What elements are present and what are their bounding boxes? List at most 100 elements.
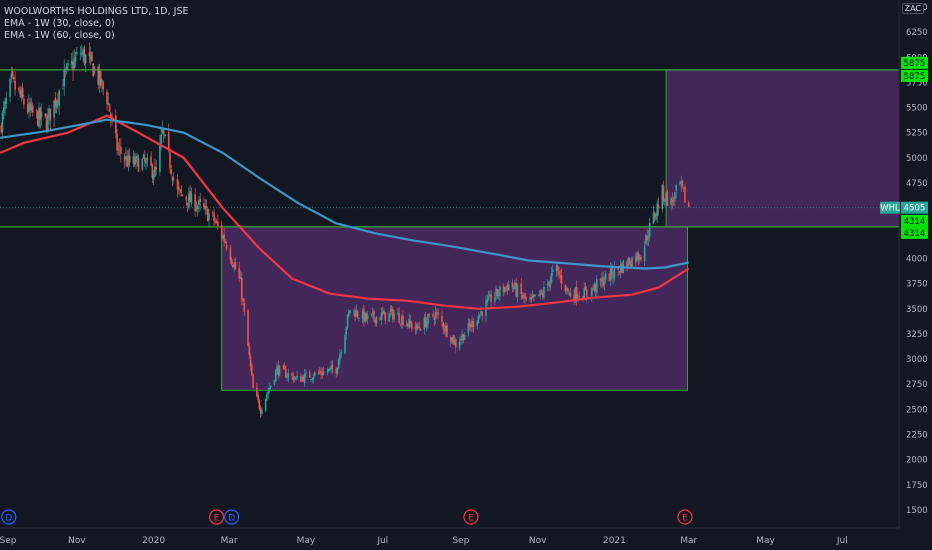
earnings-marker[interactable]: E	[208, 509, 225, 525]
price-tick-label: 5500	[906, 104, 928, 114]
candle-body	[62, 88, 64, 90]
candle-body	[497, 294, 500, 297]
candle-body	[110, 114, 112, 119]
price-tick-label: 3000	[906, 355, 928, 365]
candle-body	[293, 378, 296, 380]
candle-body	[340, 352, 343, 355]
candle-body	[125, 155, 127, 160]
candle-body	[49, 108, 52, 121]
candle-body	[0, 125, 3, 133]
candle-body	[593, 283, 596, 291]
candle-body	[170, 169, 173, 175]
candle-body	[72, 61, 74, 71]
candle-body	[371, 312, 374, 313]
candle-body	[238, 268, 241, 279]
candle-body	[213, 212, 215, 222]
candle-body	[344, 335, 346, 354]
candle-body	[640, 257, 642, 260]
candle-body	[88, 52, 91, 56]
candle-body	[74, 56, 77, 62]
candle-body	[117, 148, 120, 150]
candle-body	[127, 155, 130, 165]
price-label-tag: 4505	[901, 201, 928, 214]
candle-body	[441, 315, 443, 323]
candle-body	[232, 265, 234, 268]
candle-body	[151, 164, 154, 178]
candle-body	[470, 325, 472, 328]
price-label-text: 5875	[904, 59, 926, 69]
candle-body	[28, 102, 30, 113]
candle-body	[594, 284, 597, 292]
dividend-marker[interactable]: D	[1, 509, 17, 525]
price-label-text: 4314	[904, 217, 926, 227]
candle-body	[160, 134, 162, 144]
candle-body	[533, 294, 535, 297]
price-label-tag: 4314	[901, 214, 928, 227]
time-tick-label: Jul	[836, 536, 848, 546]
dividend-marker[interactable]: D	[224, 509, 240, 525]
candle-body	[199, 198, 201, 203]
candle-body	[116, 133, 118, 151]
candle-body	[266, 394, 268, 399]
zone-lower-range	[221, 226, 688, 391]
price-tick-label: 3250	[906, 330, 928, 340]
marker-label: D	[5, 514, 12, 524]
candle-body	[98, 70, 101, 86]
earnings-marker[interactable]: E	[463, 509, 479, 525]
candle-body	[206, 209, 209, 222]
candle-body	[452, 335, 455, 344]
candle-body	[496, 289, 499, 296]
candle-body	[446, 325, 448, 337]
candle-body	[302, 376, 305, 382]
candle-body	[55, 101, 58, 109]
time-tick-label: Nov	[529, 536, 547, 546]
candle-body	[176, 179, 179, 190]
candle-body	[555, 265, 558, 271]
candle-body	[242, 299, 244, 302]
candle-body	[630, 264, 632, 267]
candle-body	[23, 98, 25, 105]
candle-body	[317, 372, 320, 374]
candle-body	[370, 313, 373, 315]
candle-body	[44, 113, 47, 117]
price-label-bg	[880, 201, 900, 214]
ema-30-legend[interactable]: EMA - 1W (30, close, 0)	[4, 18, 115, 29]
candle-body	[40, 112, 43, 118]
price-tick-label: 5250	[906, 129, 928, 139]
candle-body	[638, 258, 641, 260]
ema-60-legend[interactable]: EMA - 1W (60, close, 0)	[4, 30, 115, 41]
candle-body	[487, 295, 490, 301]
candle-body	[556, 266, 559, 271]
candle-body	[608, 273, 611, 282]
candle-body	[92, 63, 94, 77]
candle-body	[583, 288, 586, 300]
candle-body	[414, 326, 417, 330]
candle-body	[541, 293, 544, 297]
candle-body	[239, 277, 242, 280]
currency-badge[interactable]: ZAC	[901, 3, 924, 14]
candle-body	[143, 157, 146, 162]
candle-body	[628, 257, 631, 265]
candle-body	[546, 283, 549, 286]
candle-body	[181, 194, 184, 197]
candle-body	[366, 315, 369, 319]
candle-body	[155, 166, 157, 170]
candle-body	[462, 334, 465, 341]
candle-body	[102, 82, 105, 90]
candle-body	[171, 176, 174, 181]
candle-body	[549, 280, 552, 288]
candle-body	[89, 54, 92, 59]
candle-body	[167, 132, 170, 150]
candle-body	[126, 157, 128, 167]
earnings-marker[interactable]: E	[677, 509, 693, 525]
candle-body	[560, 275, 563, 284]
marker-label: E	[682, 514, 688, 524]
candle-body	[637, 253, 640, 260]
candle-body	[423, 317, 426, 330]
candle-body	[512, 287, 515, 290]
candle-body	[258, 401, 261, 409]
candle-body	[379, 317, 382, 321]
price-label-text: 5875	[904, 72, 926, 82]
candle-body	[626, 261, 628, 267]
